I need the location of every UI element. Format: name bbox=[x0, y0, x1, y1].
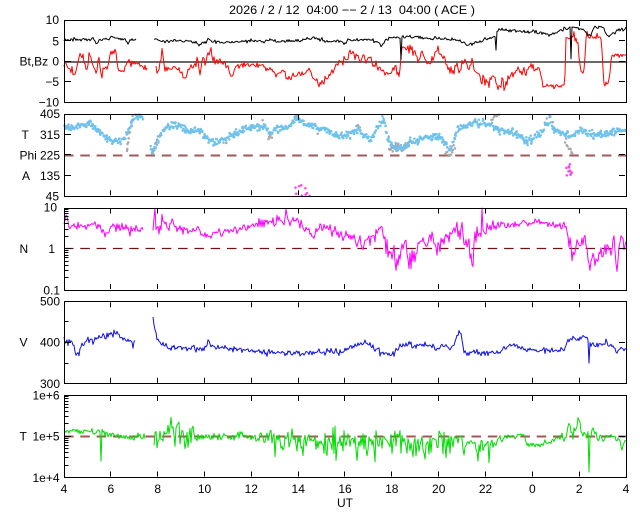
svg-text:10: 10 bbox=[44, 201, 58, 215]
svg-text:12: 12 bbox=[245, 482, 259, 496]
svg-text:10: 10 bbox=[46, 13, 60, 27]
svg-text:1e+6: 1e+6 bbox=[32, 388, 59, 402]
svg-text:45: 45 bbox=[46, 190, 60, 204]
svg-text:A: A bbox=[22, 169, 30, 183]
svg-text:T: T bbox=[22, 128, 30, 142]
svg-text:UT: UT bbox=[337, 496, 354, 510]
svg-text:500: 500 bbox=[40, 295, 60, 309]
svg-text:Bt,Bz: Bt,Bz bbox=[20, 55, 49, 69]
svg-text:300: 300 bbox=[40, 377, 60, 391]
svg-text:8: 8 bbox=[154, 482, 161, 496]
svg-text:1e+4: 1e+4 bbox=[32, 471, 59, 485]
svg-text:4: 4 bbox=[623, 482, 630, 496]
svg-text:2: 2 bbox=[576, 482, 583, 496]
svg-text:1: 1 bbox=[48, 242, 55, 256]
svg-text:225: 225 bbox=[40, 149, 60, 163]
svg-text:0.1: 0.1 bbox=[43, 283, 60, 297]
svg-text:0: 0 bbox=[52, 55, 59, 69]
svg-text:4: 4 bbox=[61, 482, 68, 496]
svg-text:V: V bbox=[20, 336, 28, 350]
svg-text:1e+5: 1e+5 bbox=[32, 429, 59, 443]
svg-text:315: 315 bbox=[40, 128, 60, 142]
svg-text:20: 20 bbox=[432, 482, 446, 496]
svg-text:Phi: Phi bbox=[20, 149, 37, 163]
svg-text:−10: −10 bbox=[39, 96, 60, 110]
svg-text:5: 5 bbox=[52, 34, 59, 48]
svg-text:6: 6 bbox=[107, 482, 114, 496]
svg-text:16: 16 bbox=[338, 482, 352, 496]
svg-text:0: 0 bbox=[529, 482, 536, 496]
svg-text:14: 14 bbox=[292, 482, 306, 496]
svg-text:2026 / 2 / 12 04:00 −− 2 / 13: 2026 / 2 / 12 04:00 −− 2 / 13 04:00 ( AC… bbox=[229, 3, 475, 17]
svg-text:405: 405 bbox=[40, 107, 60, 121]
svg-text:10: 10 bbox=[198, 482, 212, 496]
svg-text:−5: −5 bbox=[45, 75, 59, 89]
svg-text:T: T bbox=[20, 429, 28, 443]
svg-text:18: 18 bbox=[385, 482, 399, 496]
svg-text:400: 400 bbox=[40, 336, 60, 350]
svg-text:135: 135 bbox=[40, 169, 60, 183]
svg-text:22: 22 bbox=[479, 482, 493, 496]
svg-text:N: N bbox=[20, 242, 29, 256]
